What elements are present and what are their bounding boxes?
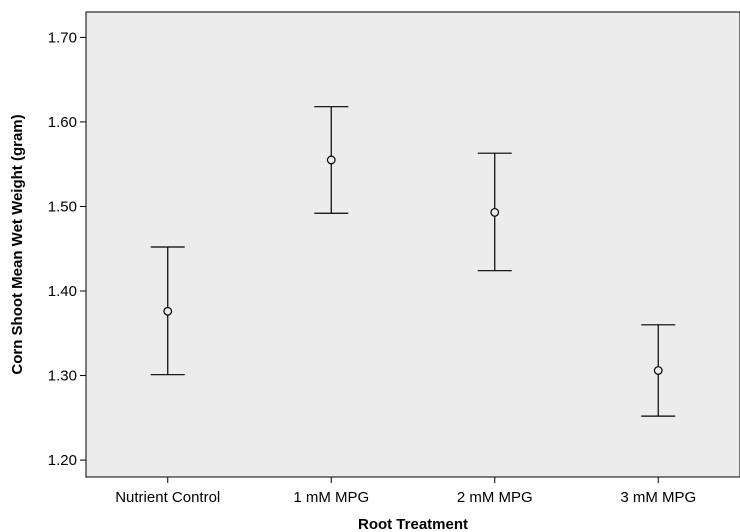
x-tick-label: 3 mM MPG (620, 489, 696, 506)
y-tick-label: 1.60 (48, 114, 77, 131)
x-axis: Nutrient Control 1 mM MPG 2 mM MPG 3 mM MPG (115, 477, 696, 506)
error-bars (150, 106, 676, 417)
x-tick-label: 1 mM MPG (293, 489, 369, 506)
y-tick-label: 1.50 (48, 198, 77, 215)
y-axis: 1.20 1.30 1.40 1.50 1.60 1.70 (48, 29, 86, 469)
plot-area (85, 11, 740, 478)
mean-point (490, 207, 500, 217)
y-axis-title: Corn Shoot Mean Wet Weight (gram) (9, 114, 26, 374)
y-tick-label: 1.30 (48, 368, 77, 385)
y-tick-label: 1.70 (48, 29, 77, 46)
mean-point (653, 366, 663, 375)
mean-point (326, 155, 336, 165)
mean-point (163, 306, 173, 316)
x-tick-label: 2 mM MPG (457, 489, 533, 506)
x-tick-label: Nutrient Control (115, 489, 220, 506)
y-tick-label: 1.40 (48, 283, 77, 300)
y-tick-label: 1.20 (48, 452, 77, 469)
x-axis-title: Root Treatment (358, 516, 468, 532)
